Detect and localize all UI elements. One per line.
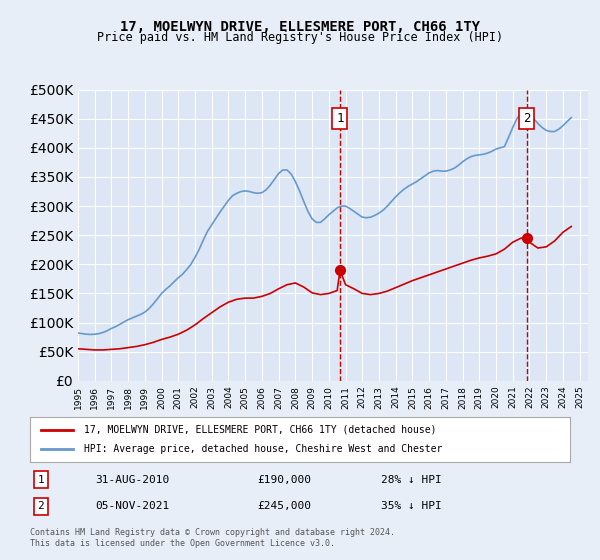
Text: 31-AUG-2010: 31-AUG-2010 [95, 474, 169, 484]
Text: 1: 1 [37, 474, 44, 484]
Text: 2: 2 [523, 112, 530, 125]
Text: 35% ↓ HPI: 35% ↓ HPI [381, 501, 442, 511]
Text: 1: 1 [336, 112, 344, 125]
Text: 05-NOV-2021: 05-NOV-2021 [95, 501, 169, 511]
Text: £190,000: £190,000 [257, 474, 311, 484]
Text: 2: 2 [37, 501, 44, 511]
Text: Contains HM Land Registry data © Crown copyright and database right 2024.
This d: Contains HM Land Registry data © Crown c… [30, 528, 395, 548]
Text: HPI: Average price, detached house, Cheshire West and Chester: HPI: Average price, detached house, Ches… [84, 445, 442, 455]
Text: £245,000: £245,000 [257, 501, 311, 511]
Text: Price paid vs. HM Land Registry's House Price Index (HPI): Price paid vs. HM Land Registry's House … [97, 31, 503, 44]
Text: 17, MOELWYN DRIVE, ELLESMERE PORT, CH66 1TY (detached house): 17, MOELWYN DRIVE, ELLESMERE PORT, CH66 … [84, 424, 437, 435]
Text: 28% ↓ HPI: 28% ↓ HPI [381, 474, 442, 484]
Text: 17, MOELWYN DRIVE, ELLESMERE PORT, CH66 1TY: 17, MOELWYN DRIVE, ELLESMERE PORT, CH66 … [120, 20, 480, 34]
